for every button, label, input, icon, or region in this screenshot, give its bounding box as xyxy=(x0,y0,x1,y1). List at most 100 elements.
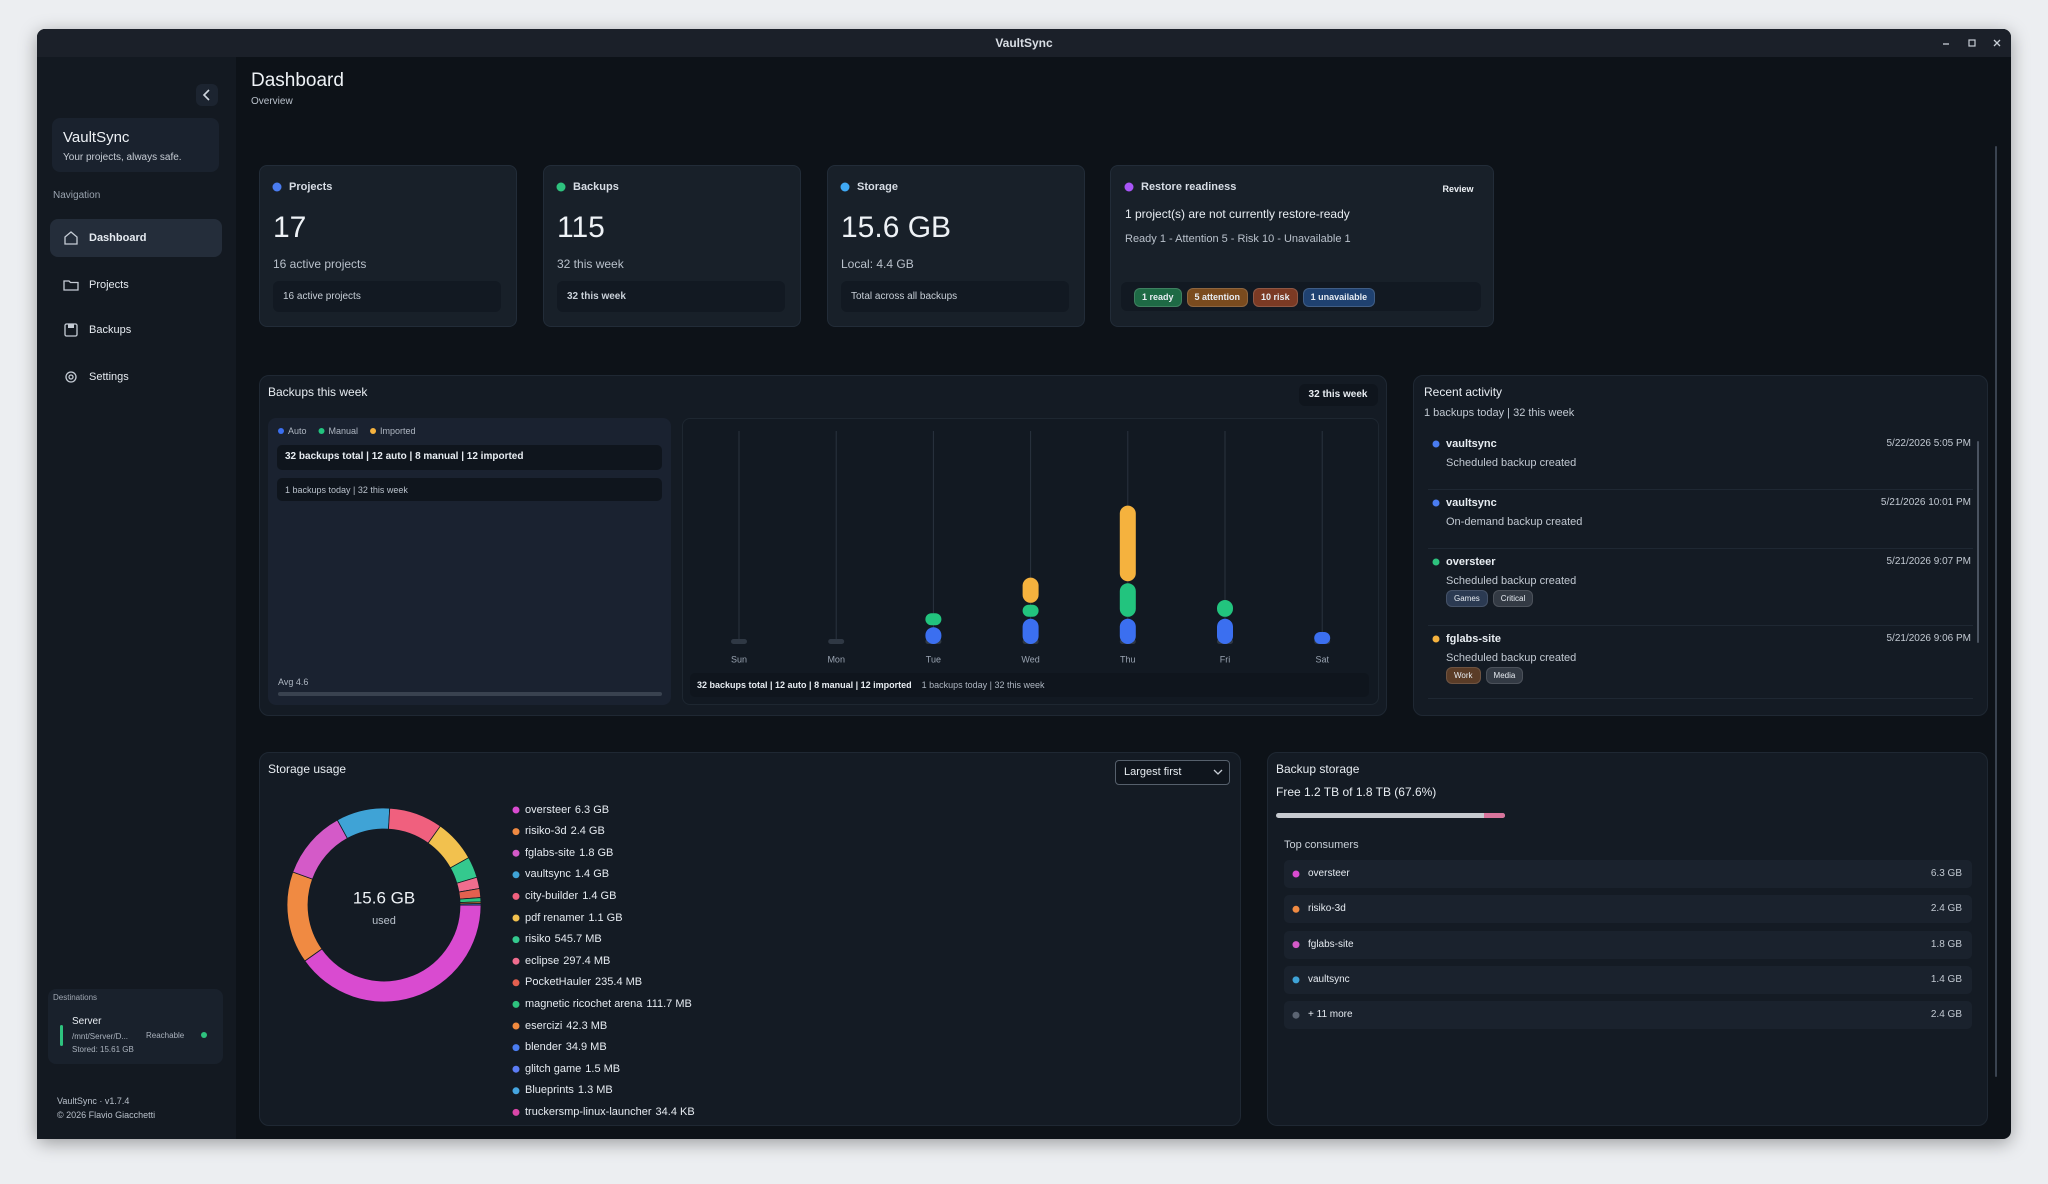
status-dot xyxy=(272,182,282,192)
card-footer xyxy=(841,281,1069,312)
status-dot xyxy=(1292,870,1300,878)
today-line xyxy=(277,478,662,501)
x-tick-label: Thu xyxy=(1120,654,1136,664)
x-tick-label: Wed xyxy=(1021,654,1039,664)
x-tick-label: Mon xyxy=(827,654,845,664)
capacity-fill xyxy=(1484,813,1505,818)
destination-indicator xyxy=(60,1025,63,1046)
storage-panel xyxy=(259,752,1241,1126)
bar-segment xyxy=(1119,618,1136,644)
donut-center-label: used xyxy=(372,915,396,927)
status-dot xyxy=(1432,440,1440,448)
legend-dot xyxy=(512,1044,520,1052)
card-footer xyxy=(557,281,785,312)
legend-dot xyxy=(512,892,520,900)
consumer-row xyxy=(1284,1001,1972,1030)
legend-dot xyxy=(512,871,520,879)
close-icon xyxy=(1993,39,2001,47)
bar-segment xyxy=(1022,604,1039,617)
legend-dot xyxy=(512,1065,520,1073)
activity-separator xyxy=(1428,548,1973,549)
status-dot xyxy=(1292,905,1300,913)
dropdown-chevron xyxy=(1213,769,1223,775)
status-dot xyxy=(201,1032,207,1038)
legend-dot xyxy=(318,428,325,434)
average-track xyxy=(278,692,662,696)
consumer-row xyxy=(1284,930,1972,959)
status-dot xyxy=(1292,976,1300,984)
activity-separator xyxy=(1428,625,1973,626)
summary-line xyxy=(277,445,662,470)
x-tick-label: Fri xyxy=(1220,654,1231,664)
nav-icon xyxy=(64,323,78,337)
activity-scrollbar xyxy=(1977,441,1979,643)
legend-dot xyxy=(370,428,377,434)
legend-dot xyxy=(512,1022,520,1030)
scrollbar xyxy=(1995,146,1997,1077)
status-dot xyxy=(1292,941,1300,949)
maximize-icon xyxy=(1968,39,1976,47)
status-dot xyxy=(1432,635,1440,643)
bar-segment xyxy=(1314,632,1331,644)
week-badge xyxy=(1299,384,1378,406)
legend-dot xyxy=(512,828,520,836)
x-tick-label: Tue xyxy=(926,654,941,664)
donut-slice xyxy=(336,807,391,839)
donut-center-value: 15.6 GB xyxy=(353,888,415,907)
bar-segment xyxy=(925,627,942,644)
legend-dot xyxy=(278,428,284,434)
status-dot xyxy=(1432,558,1440,566)
legend-dot xyxy=(512,806,520,814)
title-bar xyxy=(37,29,2011,57)
sort-dropdown[interactable] xyxy=(1115,760,1230,785)
nav-icon xyxy=(63,280,79,291)
baseline-stub xyxy=(731,639,747,644)
legend-dot xyxy=(512,1000,520,1008)
capacity-track xyxy=(1276,813,1505,818)
brand-card xyxy=(52,118,219,172)
baseline-stub xyxy=(828,639,845,644)
legend-dot xyxy=(512,849,520,857)
status-dot xyxy=(1292,1011,1300,1019)
legend-dot xyxy=(512,1087,520,1095)
donut-slice xyxy=(292,819,348,880)
nav-item[interactable] xyxy=(50,358,222,396)
bar-segment xyxy=(1119,505,1136,582)
legend-dot xyxy=(512,914,520,922)
legend-dot xyxy=(512,936,520,944)
activity-separator xyxy=(1428,698,1973,699)
card-footer xyxy=(273,281,501,312)
status-dot xyxy=(1432,499,1440,507)
nav-item[interactable] xyxy=(50,311,222,349)
nav-item[interactable] xyxy=(50,266,222,304)
nav-icon xyxy=(65,371,77,383)
legend-dot xyxy=(512,979,520,987)
activity-separator xyxy=(1428,489,1973,490)
consumer-row xyxy=(1284,965,1972,994)
consumer-row xyxy=(1284,895,1972,924)
nav-item[interactable] xyxy=(50,219,222,257)
x-tick-label: Sun xyxy=(731,654,747,664)
x-tick-label: Sat xyxy=(1315,654,1329,664)
chart-footer xyxy=(690,673,1369,697)
legend-dot xyxy=(512,1108,520,1116)
donut-slice xyxy=(286,871,323,962)
consumer-row xyxy=(1284,860,1972,888)
status-dot xyxy=(556,182,566,192)
legend-dot xyxy=(512,957,520,965)
status-dot xyxy=(840,182,850,192)
activity-panel xyxy=(1413,375,1988,716)
collapse-icon xyxy=(202,89,210,101)
bar-segment xyxy=(1217,600,1233,617)
status-dot xyxy=(1124,182,1134,192)
bar-segment xyxy=(925,613,942,626)
bar-segment xyxy=(1119,583,1136,617)
bar-segment xyxy=(1217,618,1233,644)
collapse-button[interactable] xyxy=(196,84,218,106)
bar-segment xyxy=(1022,618,1039,644)
nav-icon xyxy=(64,231,78,245)
destinations-card xyxy=(48,989,223,1064)
